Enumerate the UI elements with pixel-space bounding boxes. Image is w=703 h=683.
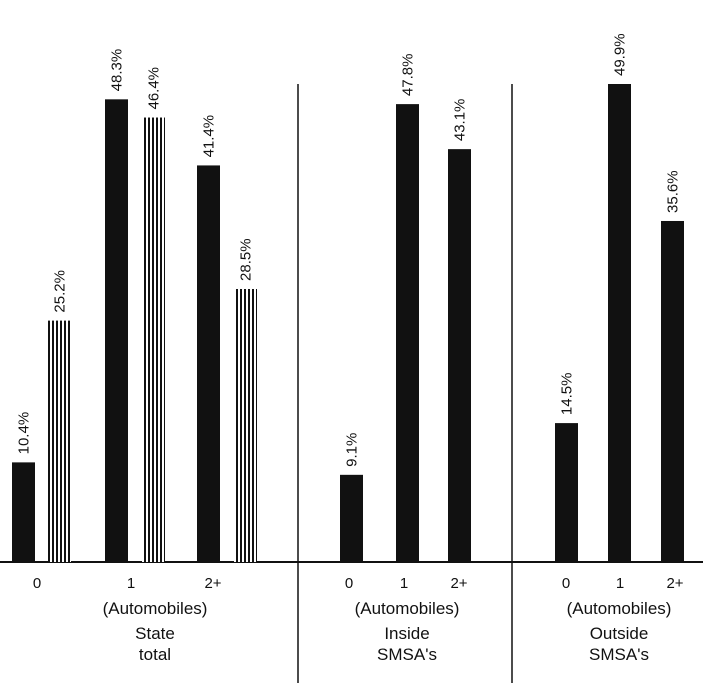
- data-label: 10.4%: [16, 412, 33, 455]
- panel-title-line: SMSA's: [377, 645, 437, 664]
- bar-hatched-0: [48, 320, 71, 562]
- category-label: 2+: [204, 575, 221, 592]
- data-label: 35.6%: [665, 170, 682, 213]
- bar-hatched-1: [142, 117, 165, 563]
- data-label: 9.1%: [344, 433, 361, 467]
- panel-3: 14.5% 49.9% 35.6% 0 1 2+ (Automobiles) Outside S…: [555, 33, 684, 664]
- data-label: 43.1%: [452, 99, 469, 142]
- bar-solid-2plus: [661, 220, 684, 562]
- data-label: 48.3%: [109, 49, 126, 92]
- bar-solid-2plus: [197, 165, 220, 562]
- data-label: 41.4%: [201, 115, 218, 158]
- panel-title-line: total: [139, 645, 171, 664]
- bar-solid-0: [555, 423, 578, 562]
- panel-1: 10.4% 48.3% 41.4% 25.2% 46.4% 28.5% 0 1 2+ (Autom…: [12, 49, 257, 664]
- panel-title-line: State: [135, 624, 175, 643]
- bar-solid-0: [12, 462, 35, 562]
- bar-solid-1: [396, 104, 419, 562]
- x-axis-label: (Automobiles): [103, 599, 208, 618]
- category-label: 2+: [666, 575, 683, 592]
- category-label: 0: [345, 575, 353, 592]
- data-label: 47.8%: [400, 54, 417, 97]
- data-label: 49.9%: [612, 33, 629, 76]
- data-label: 46.4%: [146, 67, 163, 110]
- bar-solid-1: [105, 99, 128, 562]
- category-label: 1: [127, 575, 135, 592]
- panel-title-line: SMSA's: [589, 645, 649, 664]
- bar-solid-1: [608, 84, 631, 562]
- category-label: 0: [33, 575, 41, 592]
- panel-title-line: Outside: [590, 624, 649, 643]
- category-label: 1: [400, 575, 408, 592]
- panel-2: 9.1% 47.8% 43.1% 0 1 2+ (Automobiles) Inside SMS…: [340, 54, 471, 664]
- data-label: 28.5%: [238, 238, 255, 281]
- x-axis-label: (Automobiles): [567, 599, 672, 618]
- bar-hatched-2plus: [234, 288, 257, 562]
- bar-solid-0: [340, 474, 363, 562]
- bar-solid-2plus: [448, 149, 471, 562]
- x-axis-label: (Automobiles): [355, 599, 460, 618]
- panel-title-line: Inside: [384, 624, 429, 643]
- category-label: 1: [616, 575, 624, 592]
- category-label: 0: [562, 575, 570, 592]
- data-label: 25.2%: [52, 270, 69, 313]
- data-label: 14.5%: [559, 373, 576, 416]
- category-label: 2+: [450, 575, 467, 592]
